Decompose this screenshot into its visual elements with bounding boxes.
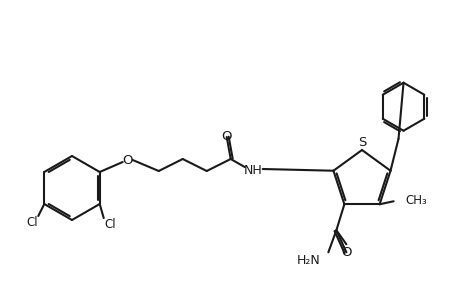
Text: O: O [221,131,232,143]
Text: CH₃: CH₃ [406,194,427,207]
Text: O: O [123,153,133,166]
Text: O: O [341,246,351,259]
Text: NH: NH [243,164,262,178]
Text: H₂N: H₂N [297,254,321,267]
Text: Cl: Cl [27,216,38,229]
Text: S: S [358,137,366,149]
Text: Cl: Cl [104,218,116,231]
